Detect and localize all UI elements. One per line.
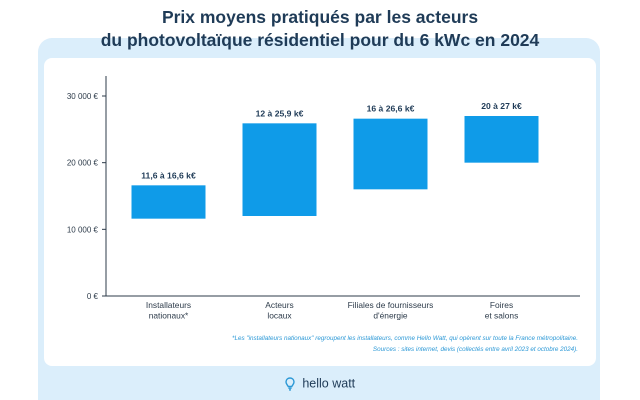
bar-data-label: 16 à 26,6 k€ [367, 104, 415, 114]
bar-data-label: 12 à 25,9 k€ [256, 108, 304, 118]
brand-name: hello watt [302, 376, 356, 391]
range-bar [353, 118, 428, 190]
category-label: nationaux* [149, 311, 189, 321]
category-label: et salons [485, 311, 519, 321]
category-label: d'énergie [373, 311, 408, 321]
lightbulb-pin-icon [285, 377, 295, 391]
chart-title-line-1: Prix moyens pratiqués par les acteurs [161, 7, 479, 27]
category-label: Installateurs [146, 300, 191, 310]
range-bar [464, 116, 539, 163]
footnote: *Les "installateurs nationaux" regroupen… [138, 333, 578, 355]
range-bar [131, 185, 206, 219]
y-tick-label: 10 000 € [67, 225, 99, 234]
y-tick-label: 20 000 € [67, 159, 99, 168]
range-bar [242, 123, 317, 216]
category-label: Foires [490, 300, 513, 310]
bar-data-label: 20 à 27 k€ [481, 101, 522, 111]
footnote-definition: *Les "installateurs nationaux" regroupen… [232, 335, 578, 342]
chart-title-line-2: du photovoltaïque résidentiel pour du 6 … [100, 30, 540, 50]
bar-data-label: 11,6 à 16,6 k€ [141, 170, 196, 180]
category-label: Acteurs [265, 300, 293, 310]
footnote-sources: Sources : sites internet, devis (collect… [372, 346, 578, 353]
category-label: locaux [267, 311, 292, 321]
y-tick-label: 0 € [87, 292, 99, 301]
category-label: Filiales de fournisseurs [348, 300, 434, 310]
chart-title: Prix moyens pratiqués par les acteurs du… [0, 6, 640, 52]
brand-logo: hello watt [0, 376, 640, 391]
y-tick-label: 30 000 € [67, 92, 99, 101]
